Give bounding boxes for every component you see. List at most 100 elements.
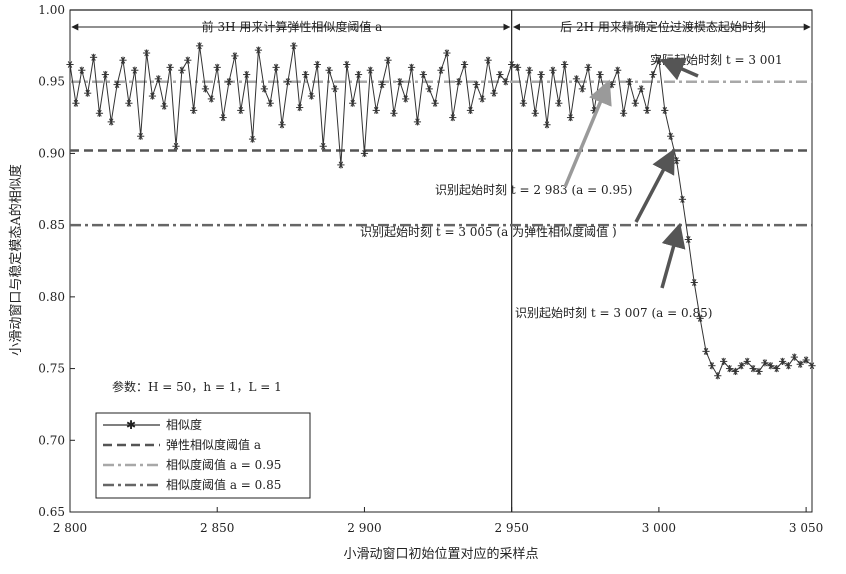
similarity-point xyxy=(478,95,486,103)
similarity-series-line xyxy=(69,45,813,377)
similarity-point xyxy=(767,362,775,370)
similarity-point xyxy=(160,102,168,110)
similarity-point xyxy=(113,80,121,89)
similarity-point xyxy=(731,367,740,376)
similarity-point xyxy=(643,106,651,114)
y-tick-label: 0.90 xyxy=(38,146,65,160)
similarity-point xyxy=(313,60,321,69)
similarity-point xyxy=(502,78,510,86)
similarity-point xyxy=(725,364,734,373)
similarity-point xyxy=(449,113,457,122)
similarity-point xyxy=(584,63,592,71)
similarity-point xyxy=(443,49,451,57)
similarity-point xyxy=(195,42,204,50)
y-tick-label: 0.85 xyxy=(38,218,65,232)
similarity-point xyxy=(572,75,581,83)
similarity-point xyxy=(749,364,757,373)
similarity-point xyxy=(531,109,539,117)
similarity-point xyxy=(119,56,127,64)
similarity-point xyxy=(566,113,575,122)
similarity-point xyxy=(337,161,345,169)
x-tick-label: 2 800 xyxy=(53,521,87,535)
similarity-point xyxy=(543,121,551,129)
similarity-point xyxy=(166,63,174,71)
similarity-point xyxy=(307,92,316,100)
similarity-point xyxy=(761,359,769,367)
x-tick-label: 2 850 xyxy=(200,521,234,535)
similarity-point xyxy=(272,63,280,71)
similarity-point xyxy=(690,278,698,287)
similarity-point xyxy=(702,347,710,355)
similarity-point xyxy=(425,85,433,93)
arrow-start-elastic xyxy=(634,148,676,223)
similarity-point xyxy=(343,60,351,69)
annotation-start-095: 识别起始时刻 t = 2 983 (a = 0.95) xyxy=(435,183,632,197)
similarity-point xyxy=(296,103,304,112)
similarity-point xyxy=(72,99,80,107)
similarity-point xyxy=(696,314,704,322)
similarity-point xyxy=(784,362,793,370)
y-tick-label: 0.75 xyxy=(38,362,65,376)
similarity-point xyxy=(431,99,439,107)
similarity-point xyxy=(290,42,298,50)
similarity-point xyxy=(66,60,74,69)
similarity-point xyxy=(325,66,333,74)
chart-marks: 2 800 2 850 2 900 2 950 3 000 3 050 0.65 0.70 0.… xyxy=(38,3,823,535)
params-text: 参数：H = 50，h = 1，L = 1 xyxy=(112,379,282,394)
similarity-point xyxy=(137,132,145,140)
similarity-point xyxy=(184,56,192,64)
arrow-start-095 xyxy=(563,79,612,188)
similarity-point xyxy=(537,70,545,79)
x-tick-label: 2 950 xyxy=(494,521,528,535)
similarity-point xyxy=(637,85,645,93)
similarity-point xyxy=(107,118,115,126)
similarity-point xyxy=(684,235,692,244)
similarity-point xyxy=(513,63,522,71)
similarity-point xyxy=(484,56,492,64)
similarity-point xyxy=(549,66,557,74)
legend: ✱ 相似度 弹性相似度阈值 a 相似度阈值 a = 0.95 相似度阈值 a =… xyxy=(95,412,311,499)
similarity-point xyxy=(319,142,327,150)
similarity-point xyxy=(508,60,516,69)
similarity-point xyxy=(460,60,469,69)
x-axis-title: 小滑动窗口初始位置对应的采样点 xyxy=(343,546,538,562)
legend-label-085: 相似度阈值 a = 0.85 xyxy=(166,477,281,492)
similarity-point xyxy=(178,66,186,74)
similarity-point xyxy=(78,66,86,74)
similarity-point xyxy=(773,364,781,373)
similarity-point xyxy=(625,78,634,86)
similarity-point xyxy=(278,121,286,129)
similarity-point xyxy=(207,95,215,103)
similarity-point xyxy=(802,356,810,364)
similarity-point xyxy=(578,85,586,93)
y-tick-label: 0.65 xyxy=(38,505,65,519)
similarity-point xyxy=(354,70,363,79)
similarity-point xyxy=(466,106,475,114)
similarity-point xyxy=(407,63,416,71)
similarity-point xyxy=(561,60,569,69)
similarity-point xyxy=(219,113,227,122)
annotation-start-elastic: 识别起始时刻 t = 3 005 (a 为弹性相似度阈值 ) xyxy=(360,224,617,239)
similarity-point xyxy=(260,85,268,93)
similarity-point xyxy=(378,80,386,89)
similarity-point xyxy=(384,56,392,64)
similarity-point xyxy=(237,106,245,114)
similarity-point xyxy=(349,99,357,107)
similarity-point xyxy=(413,118,422,126)
y-tick-label: 0.70 xyxy=(38,433,65,447)
similarity-point xyxy=(667,132,675,140)
similarity-point xyxy=(778,357,787,365)
arrow-start-085 xyxy=(660,222,686,289)
similarity-point xyxy=(301,70,310,79)
similarity-point xyxy=(743,357,751,365)
similarity-point xyxy=(790,353,798,361)
similarity-point xyxy=(190,106,198,114)
similarity-point xyxy=(95,109,104,117)
similarity-point xyxy=(678,195,687,203)
legend-label-095: 相似度阈值 a = 0.95 xyxy=(166,457,281,472)
similarity-point xyxy=(243,70,251,79)
similarity-point xyxy=(796,360,804,368)
similarity-point xyxy=(455,78,463,86)
